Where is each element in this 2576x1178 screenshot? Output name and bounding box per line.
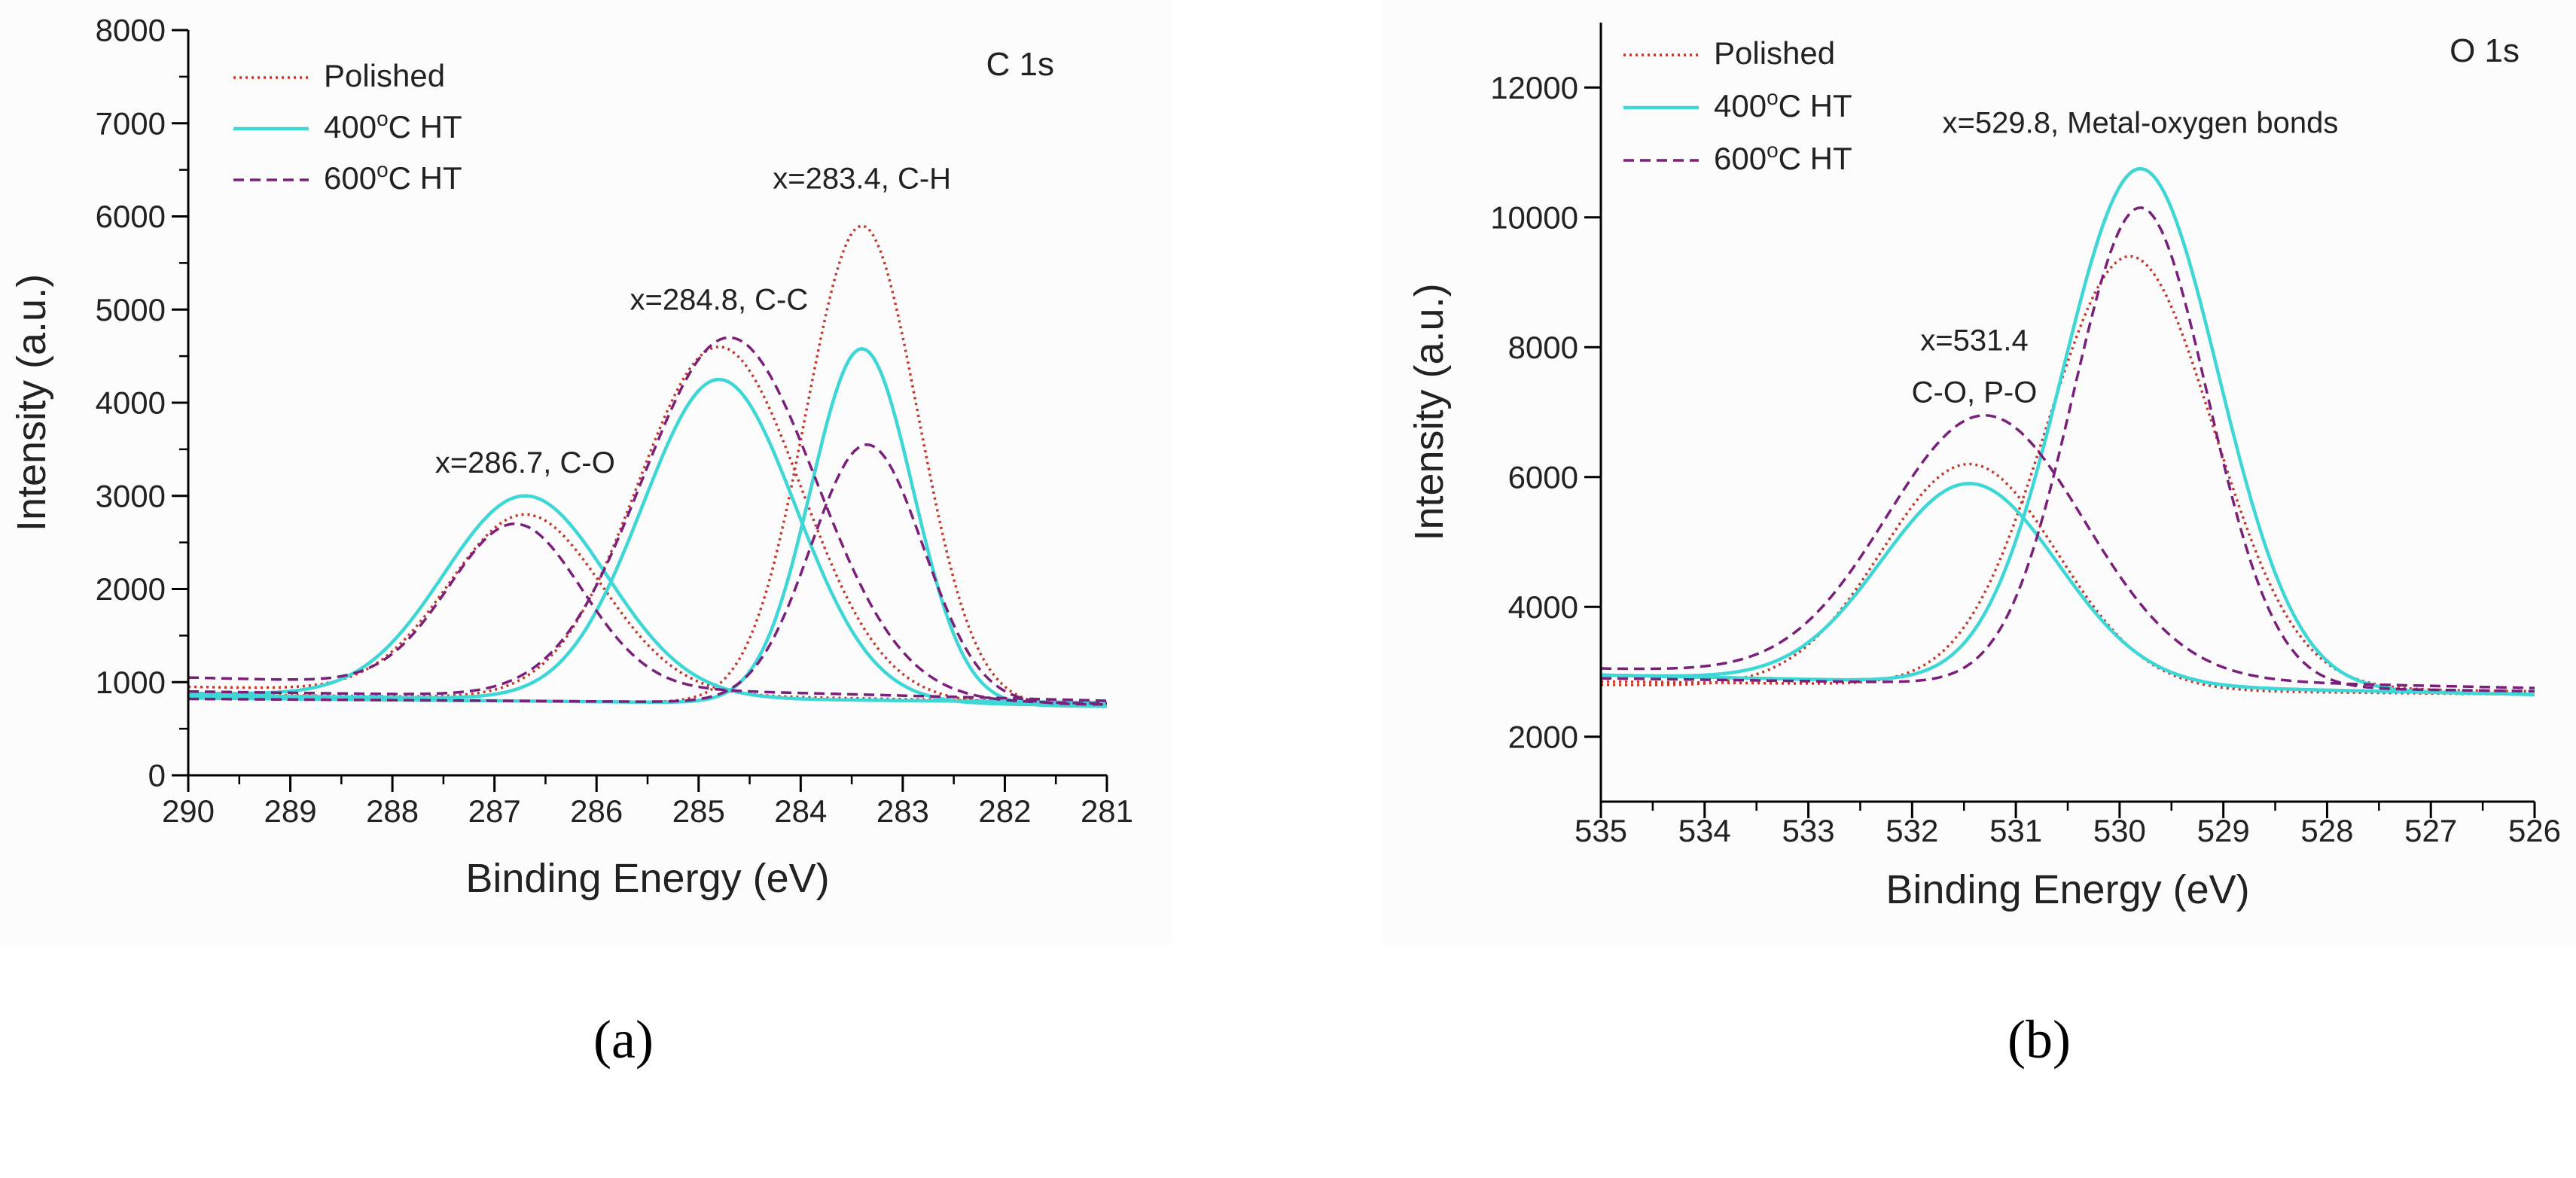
x-tick-label: 287 (468, 793, 521, 829)
x-tick-label: 285 (672, 793, 725, 829)
caption-b: (b) (2007, 1009, 2071, 1070)
legend-label-degree: o (376, 107, 389, 130)
x-tick-label: 528 (2300, 813, 2353, 848)
y-axis-title: Intensity (a.u.) (1407, 283, 1452, 540)
series-line-1-peak-1 (188, 513, 1107, 705)
legend-label-degree: o (1767, 86, 1779, 109)
y-tick-label: 10000 (1490, 199, 1578, 235)
y-tick-label: 12000 (1490, 70, 1578, 105)
y-tick-label: 4000 (96, 385, 166, 421)
series-line-2-peak-1 (188, 494, 1107, 705)
series-line-2-peak-2 (1601, 166, 2535, 696)
series-line-3-peak-1 (1601, 414, 2535, 689)
y-tick-label: 4000 (1508, 589, 1578, 625)
x-tick-label: 535 (1575, 813, 1627, 848)
legend-label-main: Polished (1714, 35, 1835, 71)
chart-a-svg: 290 289 288 287 286 285 284 283 282 281 0 1000 2000 3… (9, 13, 1133, 901)
y-tick-label: 3000 (96, 478, 166, 513)
curves-group (188, 224, 1107, 708)
x-tick-label: 527 (2404, 813, 2457, 848)
y-axis-title: Intensity (a.u.) (9, 274, 54, 531)
series-line-2-peak-2 (188, 377, 1107, 708)
chart-title: O 1s (2449, 32, 2520, 69)
x-tick-label: 283 (876, 793, 929, 829)
legend-label: 400oC HT (1714, 86, 1852, 123)
legend-label-main: 600 (1714, 141, 1767, 176)
y-tick-label: 2000 (96, 571, 166, 607)
legend-label-main: 400 (1714, 88, 1767, 123)
x-tick-label: 526 (2508, 813, 2561, 848)
series-line-3-peak-2 (1601, 206, 2535, 693)
x-tick-label: 282 (978, 793, 1031, 829)
legend-label-tail: C HT (389, 109, 462, 145)
chart-title: C 1s (986, 46, 1054, 83)
x-axis-title: Binding Energy (eV) (1886, 867, 2249, 912)
x-tick-label: 284 (774, 793, 827, 829)
annotation-label: x=284.8, C-C (630, 283, 808, 316)
legend-label-degree: o (376, 158, 389, 181)
y-tick-label: 1000 (96, 665, 166, 700)
legend-label-tail: C HT (1779, 88, 1852, 123)
x-tick-label: 529 (2197, 813, 2250, 848)
legend-label-tail: C HT (389, 160, 462, 196)
y-tick-label: 8000 (96, 13, 166, 48)
series-line-1-peak-2 (188, 345, 1107, 706)
annotation-label: C-O, P-O (1912, 376, 2038, 409)
caption-a: (a) (593, 1009, 654, 1070)
curves-group (1601, 166, 2535, 696)
chart-b-svg: 535 534 533 532 531 530 529 528 527 526 2000 4000 60… (1407, 23, 2561, 912)
y-tick-label: 2000 (1508, 719, 1578, 754)
legend-label: 600oC HT (324, 158, 462, 196)
legend-label: 600oC HT (1714, 138, 1852, 176)
x-tick-label: 533 (1782, 813, 1835, 848)
chart-panel-a: 290 289 288 287 286 285 284 283 282 281 0 1000 2000 3… (0, 0, 1172, 945)
x-tick-label: 286 (570, 793, 623, 829)
annotation-label: x=531.4 (1920, 324, 2028, 358)
y-tick-label: 8000 (1508, 330, 1578, 365)
y-tick-label: 5000 (96, 292, 166, 327)
annotation-label: x=529.8, Metal-oxygen bonds (1942, 107, 2338, 140)
legend-label-main: 600 (324, 160, 376, 196)
chart-panel-b: 535 534 533 532 531 530 529 528 527 526 2000 4000 60… (1383, 0, 2576, 945)
x-tick-label: 289 (264, 793, 317, 829)
legend-label: Polished (324, 58, 445, 93)
y-tick-label: 6000 (96, 199, 166, 234)
x-axis-title: Binding Energy (eV) (465, 856, 829, 901)
legend-label-tail: C HT (1779, 141, 1852, 176)
legend-label-degree: o (1767, 138, 1779, 162)
x-tick-label: 531 (1989, 813, 2042, 848)
legend-label: Polished (1714, 35, 1835, 71)
x-tick-label: 530 (2093, 813, 2146, 848)
y-tick-label: 7000 (96, 105, 166, 141)
annotation-label: x=286.7, C-O (435, 446, 615, 479)
legend-label: 400oC HT (324, 107, 462, 145)
series-line-1-peak-2 (1601, 254, 2535, 693)
y-tick-label: 0 (148, 758, 166, 793)
legend-label-main: 400 (324, 109, 376, 145)
x-tick-label: 532 (1886, 813, 1938, 848)
series-line-3-peak-1 (188, 522, 1107, 702)
x-tick-label: 288 (366, 793, 419, 829)
x-tick-label: 534 (1678, 813, 1731, 848)
y-tick-label: 6000 (1508, 459, 1578, 495)
x-tick-label: 290 (162, 793, 215, 829)
annotation-label: x=283.4, C-H (773, 162, 951, 195)
series-line-2-peak-1 (1601, 482, 2535, 696)
legend-label-main: Polished (324, 58, 445, 93)
series-line-3-peak-2 (188, 336, 1107, 705)
x-tick-label: 281 (1081, 793, 1133, 829)
series-line-3-peak-3 (188, 443, 1107, 706)
